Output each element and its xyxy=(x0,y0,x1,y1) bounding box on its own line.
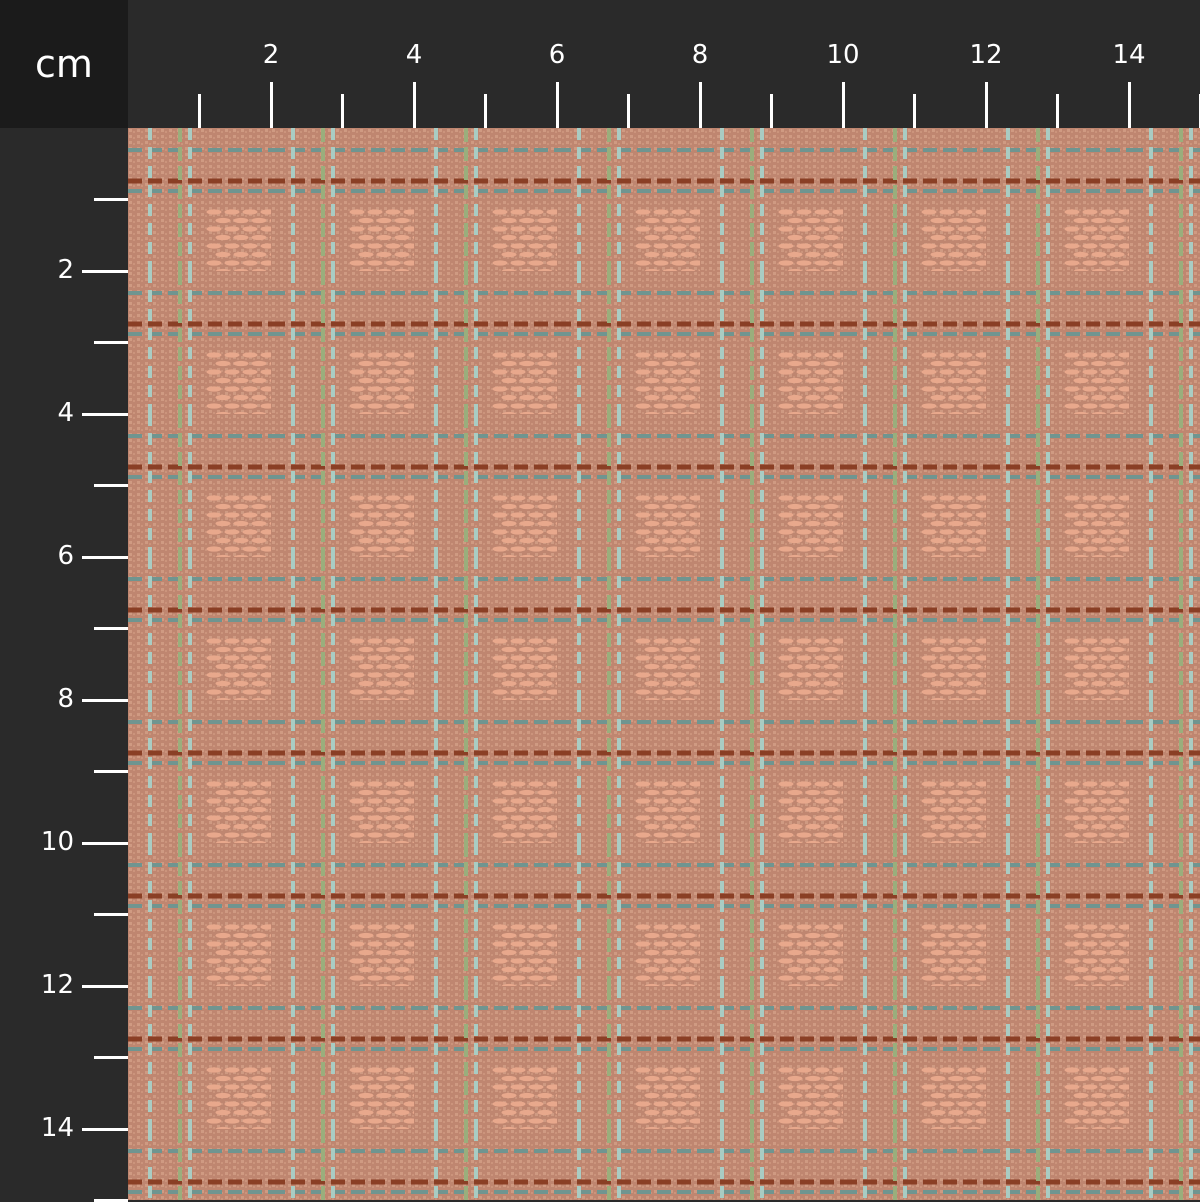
left-ruler-tick xyxy=(94,913,128,916)
left-ruler-label: 12 xyxy=(40,970,74,1000)
left-ruler-tick xyxy=(94,770,128,773)
top-ruler-tick xyxy=(627,94,630,128)
left-ruler-tick xyxy=(82,555,128,559)
left-ruler-tick xyxy=(94,484,128,487)
left-ruler-tick xyxy=(94,1056,128,1059)
top-ruler-tick xyxy=(841,82,845,128)
top-ruler-label: 10 xyxy=(826,40,860,70)
left-ruler-label: 8 xyxy=(57,684,74,714)
unit-label: cm xyxy=(0,0,128,128)
left-ruler: 2 4 6 8 10 12 14 xyxy=(0,128,128,1202)
top-ruler-tick xyxy=(1056,94,1059,128)
top-ruler-tick xyxy=(412,82,416,128)
left-ruler-label: 14 xyxy=(40,1113,74,1143)
top-ruler-tick xyxy=(269,82,273,128)
left-ruler-label: 2 xyxy=(57,255,74,285)
top-ruler-tick xyxy=(984,82,988,128)
top-ruler-tick xyxy=(484,94,487,128)
top-ruler-tick xyxy=(1127,82,1131,128)
left-ruler-tick xyxy=(82,698,128,702)
left-ruler-tick xyxy=(94,198,128,201)
left-ruler-label: 6 xyxy=(57,541,74,571)
top-ruler-label: 8 xyxy=(691,40,709,70)
fabric-swatch xyxy=(128,128,1200,1200)
top-ruler-tick xyxy=(770,94,773,128)
fabric-pattern xyxy=(128,128,1200,1200)
left-ruler-tick xyxy=(82,841,128,845)
top-ruler-label: 4 xyxy=(405,40,423,70)
top-ruler-tick xyxy=(198,94,201,128)
left-ruler-tick xyxy=(94,627,128,630)
top-ruler-tick xyxy=(698,82,702,128)
top-ruler-label: 12 xyxy=(969,40,1003,70)
top-ruler-tick xyxy=(913,94,916,128)
top-ruler-tick xyxy=(555,82,559,128)
left-ruler-label: 10 xyxy=(40,827,74,857)
left-ruler-tick xyxy=(94,341,128,344)
left-ruler-tick xyxy=(82,412,128,416)
top-ruler-tick xyxy=(341,94,344,128)
left-ruler-label: 4 xyxy=(57,398,74,428)
left-ruler-tick xyxy=(82,1127,128,1131)
left-ruler-tick xyxy=(82,984,128,988)
top-ruler-label: 2 xyxy=(262,40,280,70)
top-ruler: 2 4 6 8 10 12 14 xyxy=(128,0,1200,128)
top-ruler-label: 14 xyxy=(1112,40,1146,70)
top-ruler-label: 6 xyxy=(548,40,566,70)
left-ruler-tick xyxy=(82,269,128,273)
